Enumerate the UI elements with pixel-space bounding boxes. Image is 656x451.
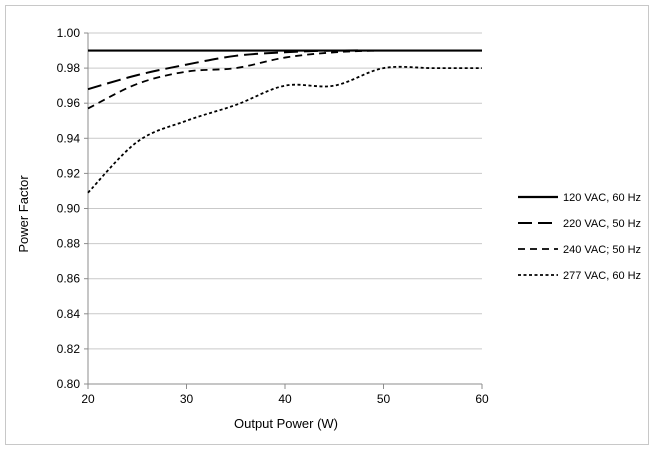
y-tick-label: 0.88 [57,237,81,251]
x-tick-label: 20 [81,392,95,406]
series-line-3 [87,49,482,110]
legend-label-1: 120 VAC, 60 Hz [563,192,641,204]
x-tick-label: 50 [377,392,391,406]
y-tick-label: 0.80 [57,377,81,391]
legend-label-4: 277 VAC, 60 Hz [563,270,641,282]
grid-lines [88,32,482,385]
y-axis-title: Power Factor [16,175,31,253]
power-factor-chart: 0.80 0.82 0.84 0.86 0.88 0.90 0.92 0.94 0.96 0.98… [16,26,641,431]
legend: 120 VAC, 60 Hz 220 VAC, 50 Hz 240 VAC; 50 … [518,192,641,282]
x-tick-label: 40 [278,392,292,406]
y-tick-label: 0.92 [57,166,81,180]
legend-label-2: 220 VAC, 50 Hz [563,218,641,230]
series-line-4 [87,65,482,194]
x-tick-label: 60 [475,392,489,406]
y-tick-label: 0.98 [57,61,81,75]
y-tick-label: 0.94 [57,131,81,145]
y-tick-label: 0.96 [57,96,81,110]
y-tick-label: 0.84 [57,307,81,321]
y-tick-label: 1.00 [57,26,81,40]
chart-frame: 0.80 0.82 0.84 0.86 0.88 0.90 0.92 0.94 0.96 0.98… [5,5,649,445]
y-tick-label: 0.86 [57,272,81,286]
y-tick-label: 0.82 [57,342,81,356]
axes: 0.80 0.82 0.84 0.86 0.88 0.90 0.92 0.94 0.96 0.98… [57,26,489,406]
x-tick-label: 30 [180,392,194,406]
legend-label-3: 240 VAC; 50 Hz [563,244,641,256]
x-axis-title: Output Power (W) [234,416,338,431]
series-lines [87,49,482,194]
series-line-2 [87,49,482,91]
y-tick-label: 0.90 [57,202,81,216]
